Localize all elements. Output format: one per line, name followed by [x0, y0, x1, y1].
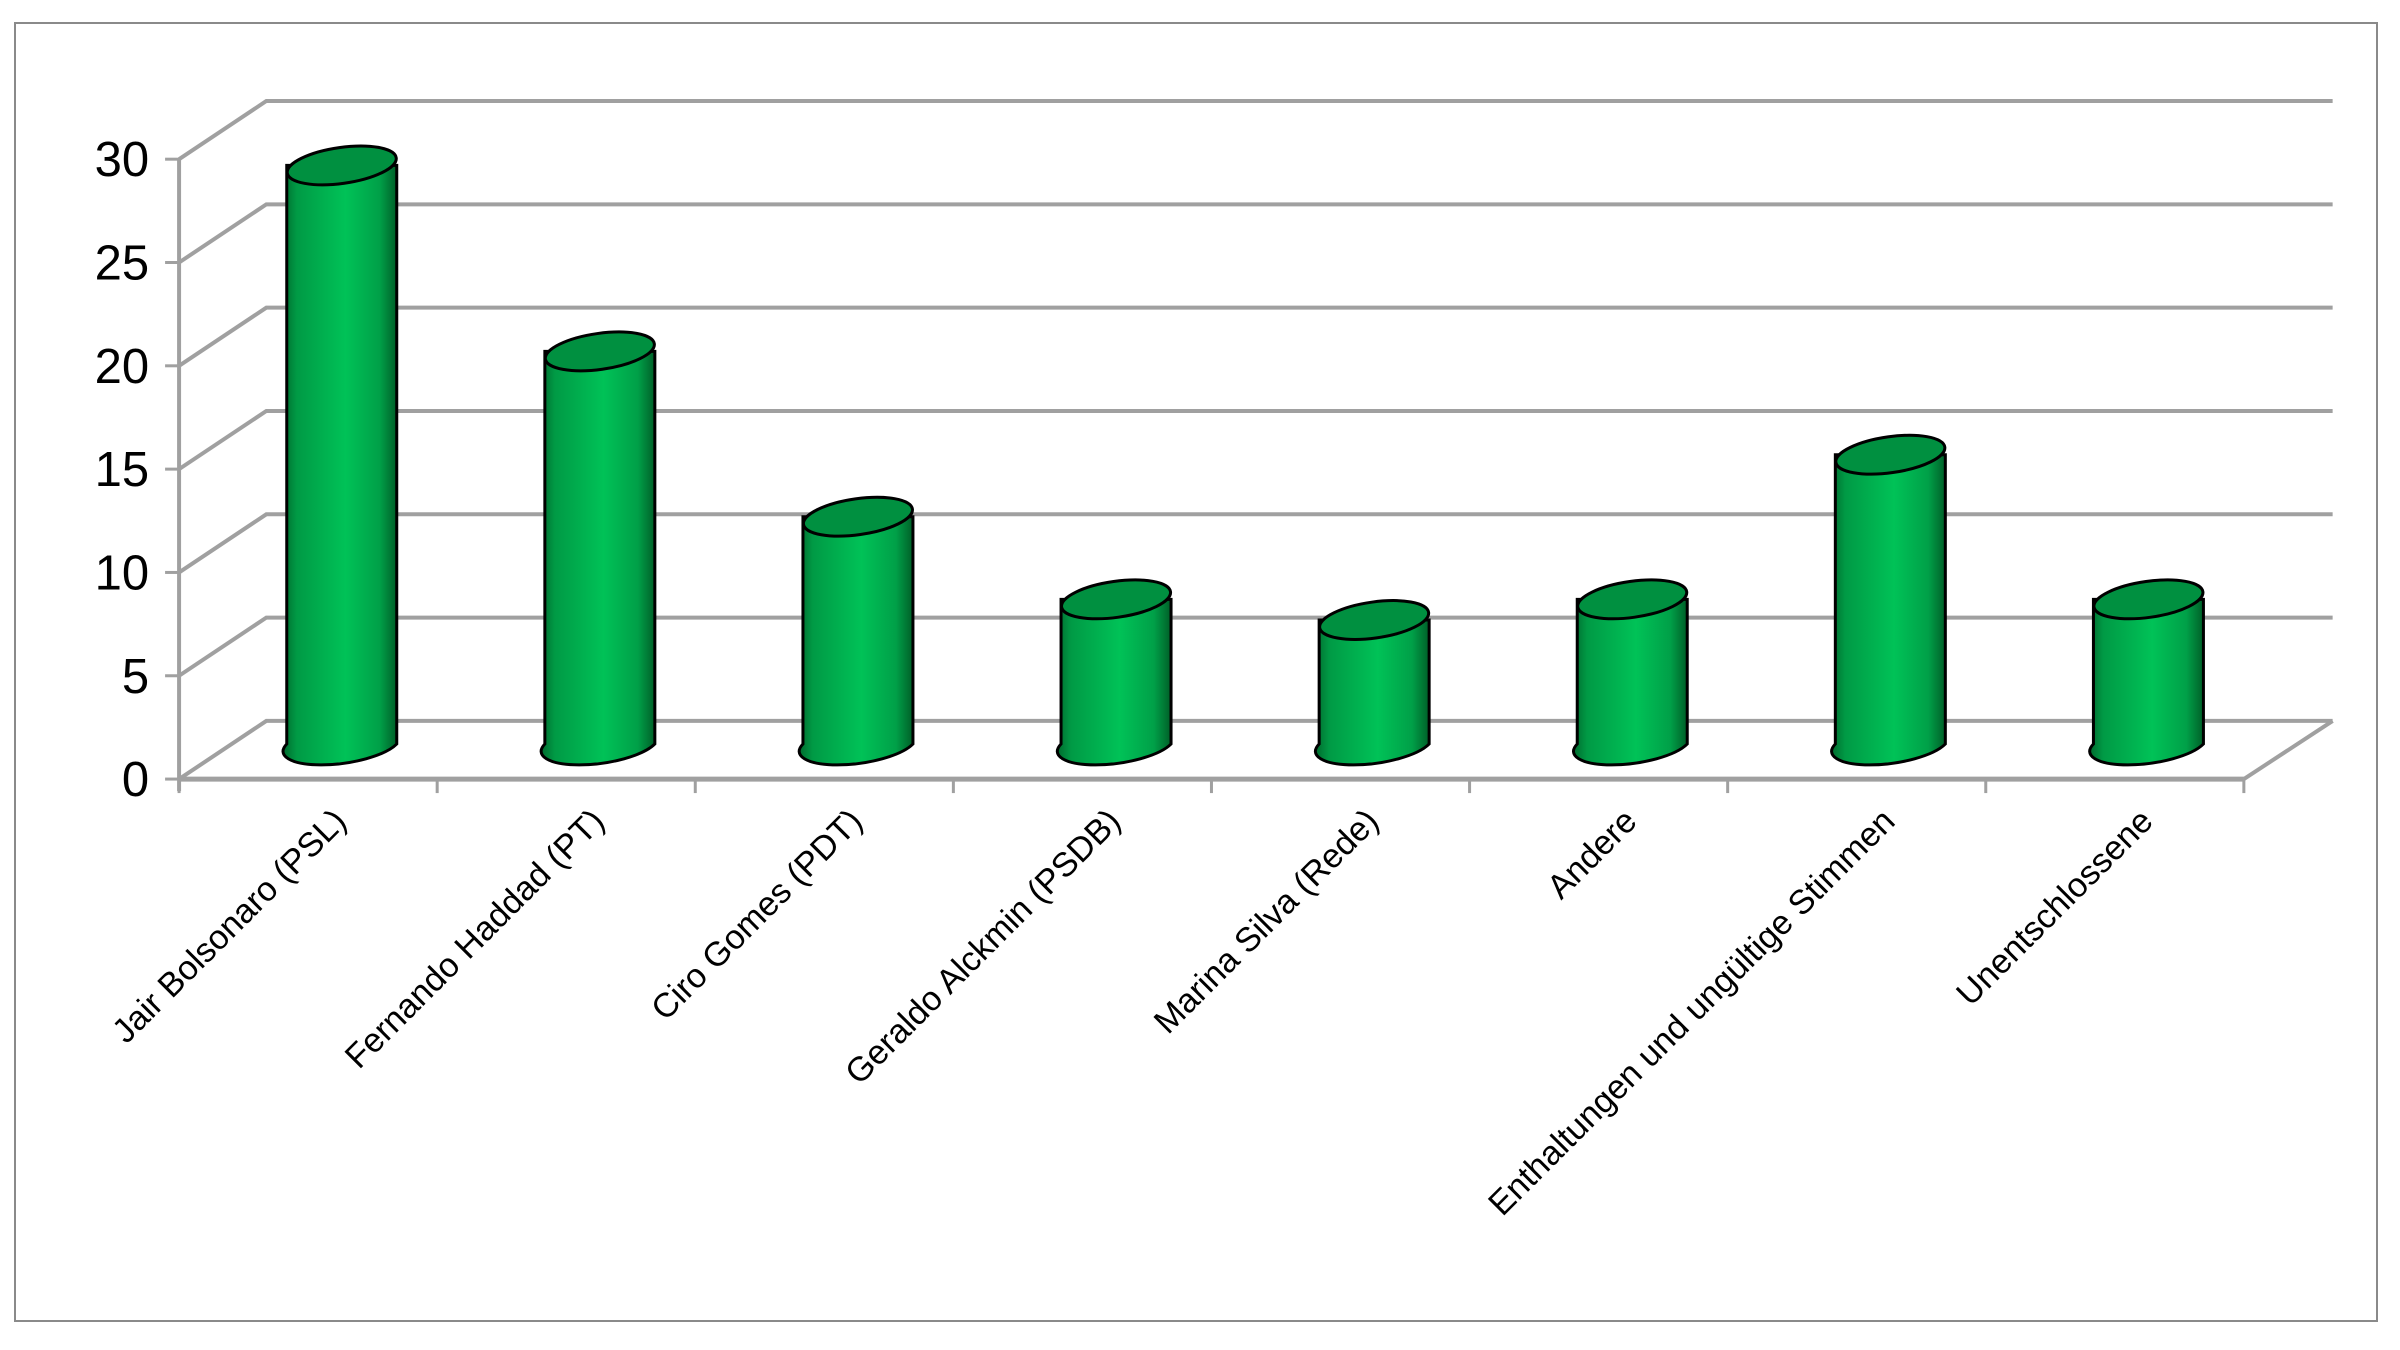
gridline: [177, 512, 2333, 575]
y-tick-label: 30: [95, 133, 150, 187]
bar: [797, 495, 915, 767]
bar-top: [543, 330, 656, 373]
gridline: [177, 99, 2333, 161]
y-tick-label: 10: [95, 546, 150, 600]
bar: [2088, 578, 2205, 767]
gridline: [177, 408, 2333, 471]
bar: [539, 330, 657, 767]
bar: [281, 144, 399, 767]
y-tick-label: 20: [95, 340, 150, 394]
bar-top: [1576, 578, 1689, 621]
y-tick-label: 0: [122, 753, 149, 807]
y-tick-label: 25: [95, 236, 150, 290]
bar: [1313, 599, 1431, 767]
bar-top: [1834, 433, 1947, 476]
bars: [281, 144, 2205, 767]
bar: [1055, 578, 1173, 767]
y-axis-labels: 0 5 10 15 20 25 30: [95, 133, 150, 807]
bar-top: [801, 495, 914, 538]
bar-top: [1060, 578, 1173, 621]
bar: [1572, 578, 1689, 767]
y-tick-label: 15: [95, 443, 150, 497]
chart-frame: [14, 22, 2378, 1322]
y-tick-label: 5: [122, 650, 149, 704]
bar-top: [285, 144, 398, 187]
gridline: [177, 202, 2333, 265]
bar-top: [2092, 578, 2205, 621]
bar: [1830, 433, 1947, 767]
gridline: [177, 305, 2333, 368]
axes: [165, 157, 2246, 794]
bar-top: [1318, 599, 1431, 641]
